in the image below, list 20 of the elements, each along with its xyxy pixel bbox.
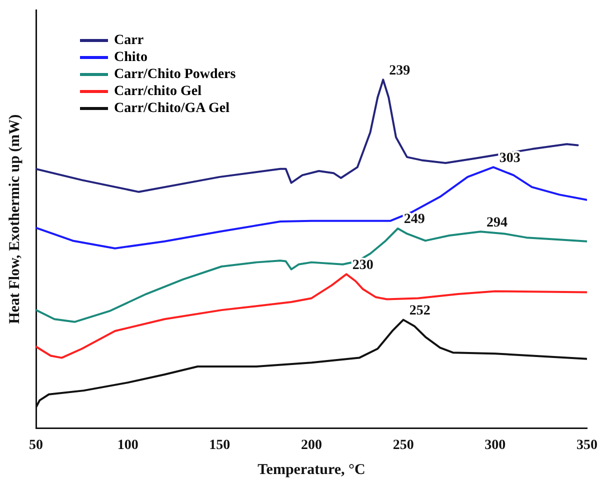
annotation: 252 (409, 303, 430, 318)
legend-label: Carr/Chito/GA Gel (114, 100, 230, 116)
x-tick-label: 250 (392, 438, 414, 454)
annotation: 249 (404, 212, 425, 228)
y-axis-title: Heat Flow, Exothermic up (mW) (6, 114, 23, 324)
x-tick-label: 200 (301, 438, 322, 454)
legend-label: Carr/Chito Powders (114, 66, 236, 82)
legend-label: Carr/chito Gel (114, 84, 202, 100)
x-tick-label: 50 (29, 438, 43, 454)
annotation: 303 (499, 150, 520, 166)
x-tick-label: 350 (576, 438, 598, 454)
x-tick-label: 150 (209, 438, 230, 454)
x-tick-label: 300 (484, 438, 506, 454)
x-axis-title: Temperature, °C (258, 462, 366, 478)
legend-label: Chito (114, 50, 148, 66)
legend-label: Carr (114, 32, 144, 48)
x-tick-label: 100 (117, 438, 138, 454)
annotation: 230 (352, 258, 374, 273)
annotation: 294 (486, 215, 508, 230)
annotation: 239 (389, 63, 410, 78)
